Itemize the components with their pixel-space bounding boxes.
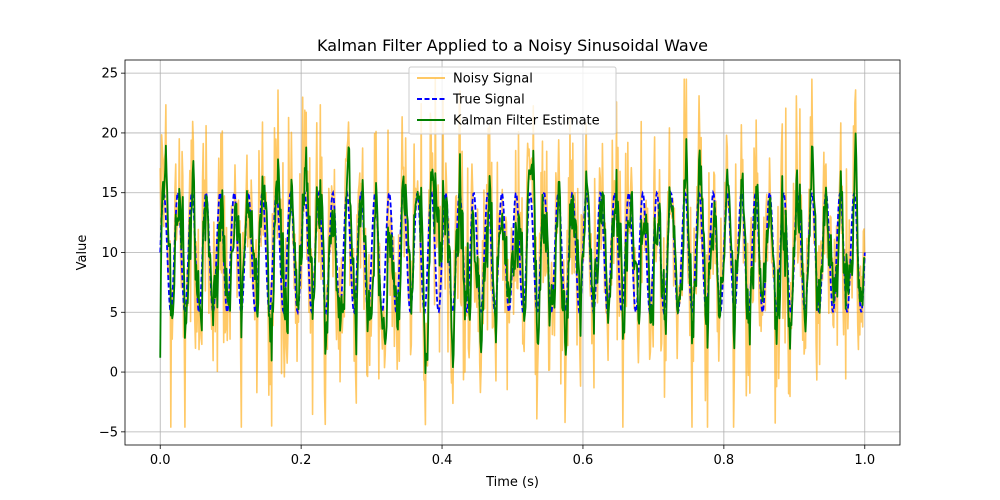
y-tick-label: 0 — [110, 366, 118, 381]
y-tick-label: 10 — [101, 246, 118, 261]
y-axis-label: Value — [75, 235, 90, 271]
y-axis: −5 0 5 10 15 20 25 — [99, 67, 125, 440]
y-tick-label: 25 — [101, 67, 118, 82]
series-layer — [159, 78, 866, 428]
y-tick-label: −5 — [99, 425, 118, 440]
y-tick-label: 5 — [110, 306, 118, 321]
legend-label-true-signal: True Signal — [452, 93, 525, 108]
x-tick-label: 0.8 — [714, 453, 735, 468]
legend-label-kalman-estimate: Kalman Filter Estimate — [453, 114, 600, 129]
series-kalman-estimate — [159, 132, 866, 375]
x-tick-label: 0.6 — [573, 453, 594, 468]
chart-title: Kalman Filter Applied to a Noisy Sinusoi… — [317, 36, 708, 55]
x-axis: 0.0 0.2 0.4 0.6 0.8 1.0 — [150, 445, 875, 468]
x-tick-label: 0.4 — [432, 453, 453, 468]
x-axis-label: Time (s) — [485, 475, 539, 490]
x-tick-label: 0.2 — [291, 453, 312, 468]
legend-box — [408, 66, 617, 135]
y-tick-label: 15 — [101, 186, 118, 201]
legend: Noisy Signal True Signal Kalman Filter E… — [408, 66, 617, 135]
y-tick-label: 20 — [101, 126, 118, 141]
x-tick-label: 0.0 — [150, 453, 171, 468]
x-tick-label: 1.0 — [854, 453, 875, 468]
legend-label-noisy-signal: Noisy Signal — [453, 72, 533, 87]
